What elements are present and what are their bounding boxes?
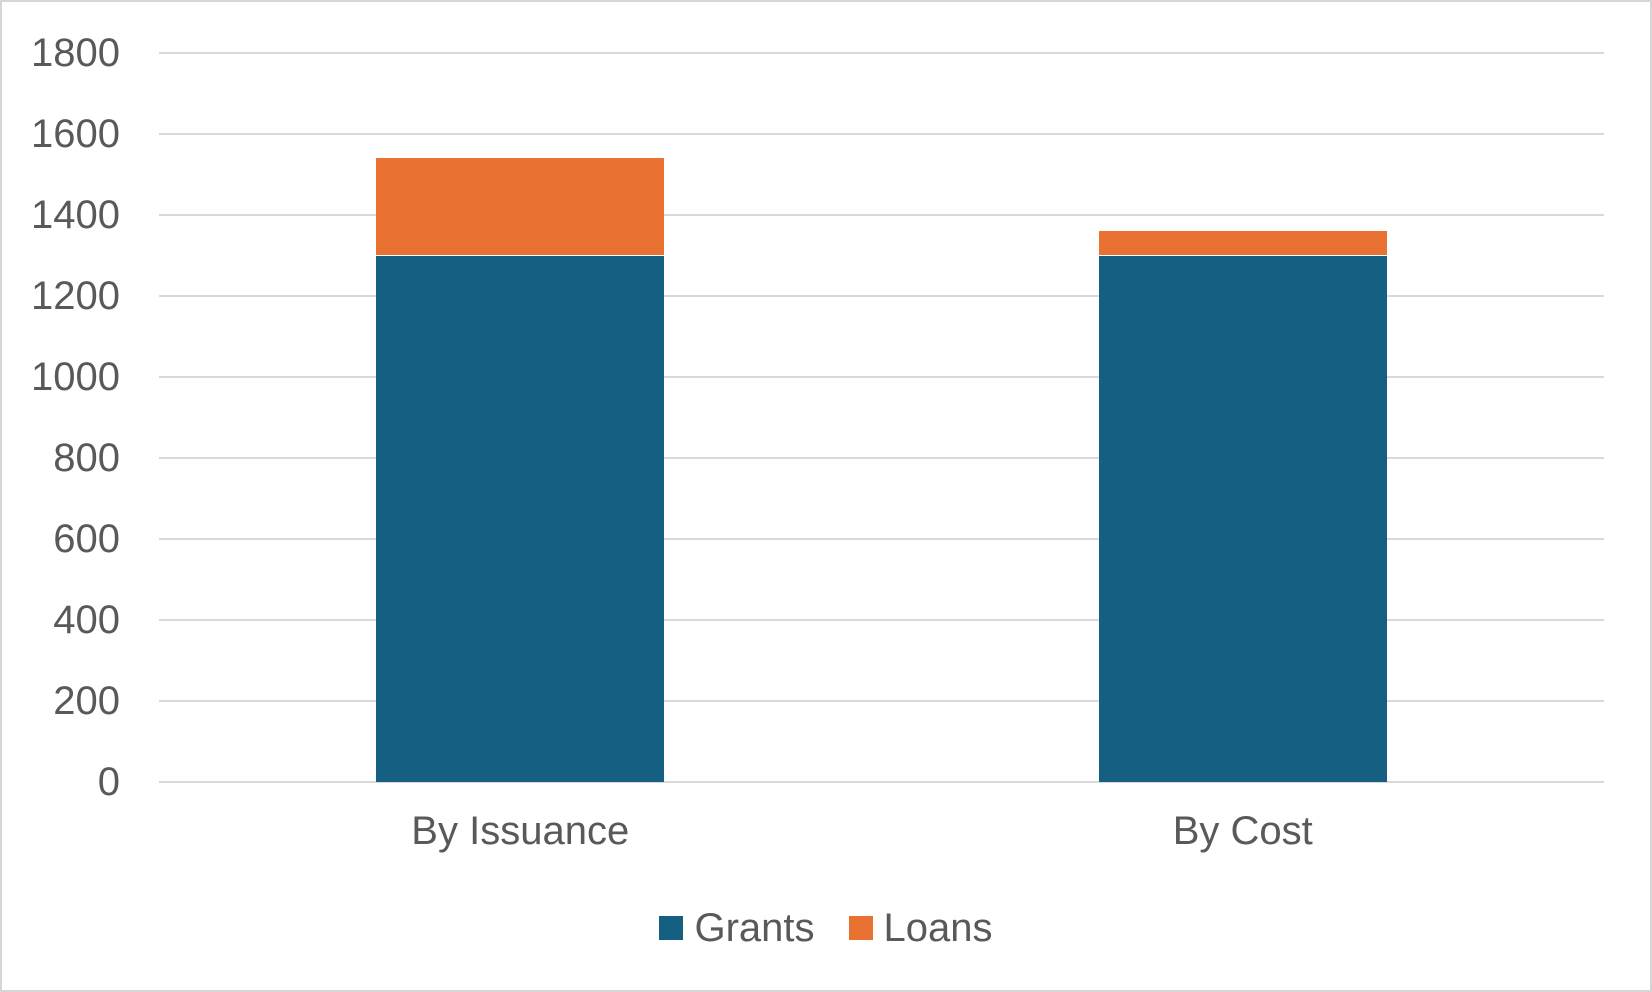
bar-by-cost-loans bbox=[1098, 231, 1387, 256]
gridline-800 bbox=[159, 457, 1604, 459]
x-category-label-2: By Cost bbox=[1172, 809, 1313, 853]
bar-by-issuance-loans bbox=[376, 158, 665, 256]
y-tick-label-200: 200 bbox=[53, 679, 120, 723]
y-tick-label-1600: 1600 bbox=[31, 112, 120, 156]
legend-swatch-loans-icon bbox=[848, 916, 873, 940]
y-tick-label-1000: 1000 bbox=[31, 355, 120, 399]
legend-swatch-grants-icon bbox=[659, 916, 684, 940]
bar-by-cost-grants bbox=[1098, 255, 1387, 782]
gridline-1200 bbox=[159, 295, 1604, 297]
y-tick-label-1200: 1200 bbox=[31, 274, 120, 318]
y-tick-label-600: 600 bbox=[53, 517, 120, 561]
legend: Grants Loans bbox=[2, 900, 1650, 956]
bar-by-issuance-grants bbox=[376, 255, 665, 782]
x-category-label-1: By Issuance bbox=[411, 809, 630, 853]
y-tick-label-800: 800 bbox=[53, 436, 120, 480]
gridline-600 bbox=[159, 538, 1604, 540]
legend-item-loans: Loans bbox=[848, 906, 993, 950]
gridline-1000 bbox=[159, 376, 1604, 378]
legend-label-loans: Loans bbox=[883, 906, 993, 950]
y-tick-label-1800: 1800 bbox=[31, 31, 120, 75]
gridline-1600 bbox=[159, 133, 1604, 135]
gridline-400 bbox=[159, 619, 1604, 621]
y-tick-label-1400: 1400 bbox=[31, 193, 120, 237]
legend-item-grants: Grants bbox=[659, 906, 815, 950]
gridline-0 bbox=[159, 781, 1604, 783]
gridline-200 bbox=[159, 700, 1604, 702]
y-tick-label-400: 400 bbox=[53, 598, 120, 642]
gridline-1400 bbox=[159, 214, 1604, 216]
gridline-1800 bbox=[159, 52, 1604, 54]
legend-label-grants: Grants bbox=[694, 906, 815, 950]
y-tick-label-0: 0 bbox=[97, 760, 120, 804]
